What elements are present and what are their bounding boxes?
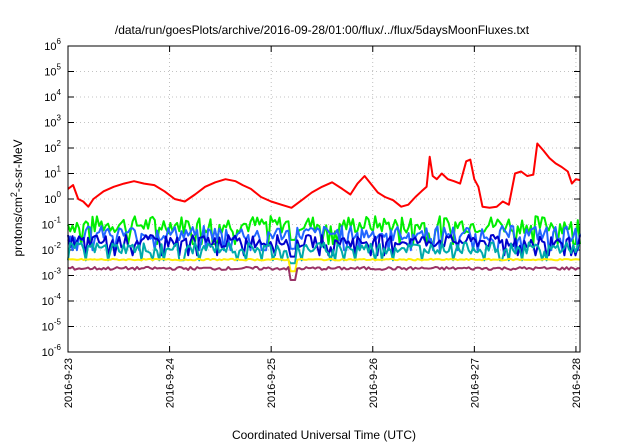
y-tick-base: 10 [44, 143, 56, 155]
y-tick-exponent: -6 [54, 343, 62, 352]
y-tick-exponent: 3 [57, 114, 62, 123]
y-tick-base: 10 [42, 220, 54, 232]
y-tick-base: 10 [44, 194, 56, 206]
y-tick-exponent: -3 [54, 267, 62, 276]
series-line-3 [67, 234, 581, 258]
y-tick-base: 10 [42, 245, 54, 257]
x-axis-label: Coordinated Universal Time (UTC) [232, 428, 416, 442]
y-tick-base: 10 [44, 92, 56, 104]
y-tick-exponent: 0 [57, 190, 62, 199]
y-tick-label: 105 [44, 63, 61, 79]
y-tick-exponent: 1 [57, 165, 62, 174]
y-tick-base: 10 [44, 118, 56, 130]
y-tick-exponent: 4 [57, 88, 62, 97]
y-tick-exponent: -4 [54, 292, 62, 301]
y-axis-label-post: -s-sr-MeV [11, 139, 25, 192]
y-tick-label: 101 [44, 165, 61, 181]
y-tick-base: 10 [44, 67, 56, 79]
y-tick-labels: 10-610-510-410-310-210-11001011021031041… [42, 37, 62, 359]
y-tick-exponent: -2 [54, 241, 62, 250]
series-line-4 [67, 241, 581, 265]
y-tick-label: 102 [44, 139, 61, 155]
x-tick-label: 2016-9-27 [469, 358, 481, 408]
y-tick-base: 10 [42, 347, 54, 359]
plot-frame [67, 45, 581, 353]
y-tick-exponent: -5 [54, 318, 62, 327]
y-tick-label: 10-5 [42, 318, 62, 334]
y-axis-label: protons/cm2-s-sr-MeV [9, 139, 25, 256]
y-tick-exponent: 2 [57, 139, 62, 148]
y-tick-label: 10-6 [42, 343, 62, 359]
grid-layer [67, 45, 580, 353]
y-tick-label: 10-3 [42, 267, 62, 283]
y-tick-label: 10-2 [42, 241, 62, 257]
chart-title: /data/run/goesPlots/archive/2016-09-28/0… [115, 23, 530, 37]
y-tick-label: 103 [44, 114, 61, 130]
x-tick-label: 2016-9-25 [266, 358, 278, 408]
x-tick-labels: 2016-9-23 2016-9-24 2016-9-25 2016-9-26 2016… [63, 358, 583, 408]
series-layer [67, 142, 581, 281]
y-tick-label: 106 [44, 37, 61, 53]
y-axis-label-pre: protons/cm [11, 197, 25, 256]
y-tick-exponent: 6 [57, 37, 62, 46]
y-tick-exponent: 5 [57, 63, 62, 72]
y-tick-label: 100 [44, 190, 61, 206]
y-axis-label-sup: 2 [9, 192, 19, 197]
y-tick-label: 10-1 [42, 216, 62, 232]
x-tick-label: 2016-9-24 [165, 358, 177, 408]
y-tick-base: 10 [42, 322, 54, 334]
x-tick-label: 2016-9-28 [571, 358, 583, 408]
y-tick-exponent: -1 [54, 216, 62, 225]
series-line-5 [67, 257, 581, 273]
x-tick-label: 2016-9-26 [368, 358, 380, 408]
y-tick-label: 10-4 [42, 292, 62, 308]
x-tick-label: 2016-9-23 [63, 358, 75, 408]
y-tick-base: 10 [44, 41, 56, 53]
y-tick-base: 10 [44, 169, 56, 181]
series-line-6 [67, 265, 581, 281]
series-line-0 [67, 142, 581, 209]
y-tick-label: 104 [44, 88, 61, 104]
y-tick-base: 10 [42, 296, 54, 308]
y-tick-base: 10 [42, 271, 54, 283]
